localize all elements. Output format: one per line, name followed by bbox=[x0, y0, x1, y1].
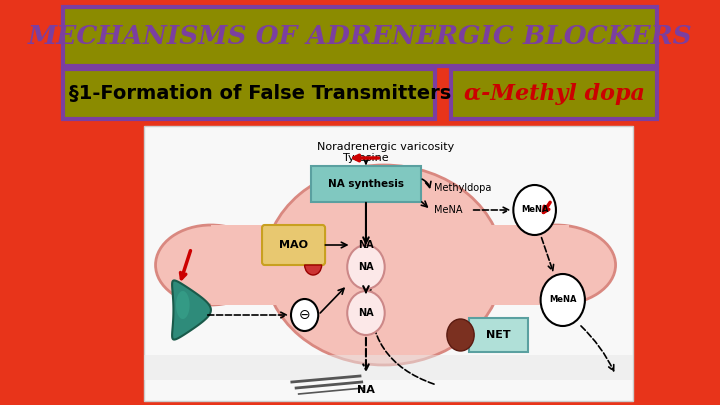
Text: MeNA: MeNA bbox=[434, 205, 463, 215]
FancyBboxPatch shape bbox=[63, 69, 435, 119]
Ellipse shape bbox=[496, 225, 616, 305]
FancyBboxPatch shape bbox=[469, 318, 528, 352]
FancyBboxPatch shape bbox=[211, 225, 390, 305]
Polygon shape bbox=[172, 280, 211, 339]
Ellipse shape bbox=[156, 225, 266, 305]
Circle shape bbox=[513, 185, 556, 235]
Circle shape bbox=[347, 245, 384, 289]
Text: NA: NA bbox=[358, 262, 374, 272]
Text: NA: NA bbox=[359, 240, 374, 250]
Text: NET: NET bbox=[486, 330, 510, 340]
Text: NA: NA bbox=[357, 385, 375, 395]
Text: MAO: MAO bbox=[279, 240, 308, 250]
Text: MECHANISMS OF ADRENERGIC BLOCKERS: MECHANISMS OF ADRENERGIC BLOCKERS bbox=[27, 24, 693, 49]
Circle shape bbox=[447, 319, 474, 351]
Text: Noradrenergic varicosity: Noradrenergic varicosity bbox=[317, 142, 454, 152]
Text: NA: NA bbox=[358, 308, 374, 318]
Polygon shape bbox=[176, 291, 189, 319]
FancyBboxPatch shape bbox=[143, 126, 634, 401]
Circle shape bbox=[291, 299, 318, 331]
FancyBboxPatch shape bbox=[63, 7, 657, 66]
Circle shape bbox=[541, 274, 585, 326]
FancyBboxPatch shape bbox=[262, 225, 325, 265]
FancyBboxPatch shape bbox=[145, 355, 633, 380]
Text: ⊖: ⊖ bbox=[299, 308, 310, 322]
Text: α-Methyl dopa: α-Methyl dopa bbox=[464, 83, 644, 105]
Text: §1-Formation of False Transmitters: §1-Formation of False Transmitters bbox=[68, 85, 451, 104]
Text: MeNA: MeNA bbox=[549, 296, 577, 305]
Ellipse shape bbox=[264, 165, 503, 365]
Text: NA synthesis: NA synthesis bbox=[328, 179, 404, 189]
Text: Tyrosine: Tyrosine bbox=[343, 153, 389, 163]
FancyBboxPatch shape bbox=[420, 225, 569, 305]
Circle shape bbox=[347, 291, 384, 335]
FancyBboxPatch shape bbox=[312, 166, 421, 202]
Text: Methyldopa: Methyldopa bbox=[434, 183, 492, 193]
Wedge shape bbox=[305, 265, 322, 275]
Text: MeNA: MeNA bbox=[521, 205, 549, 215]
FancyBboxPatch shape bbox=[451, 69, 657, 119]
